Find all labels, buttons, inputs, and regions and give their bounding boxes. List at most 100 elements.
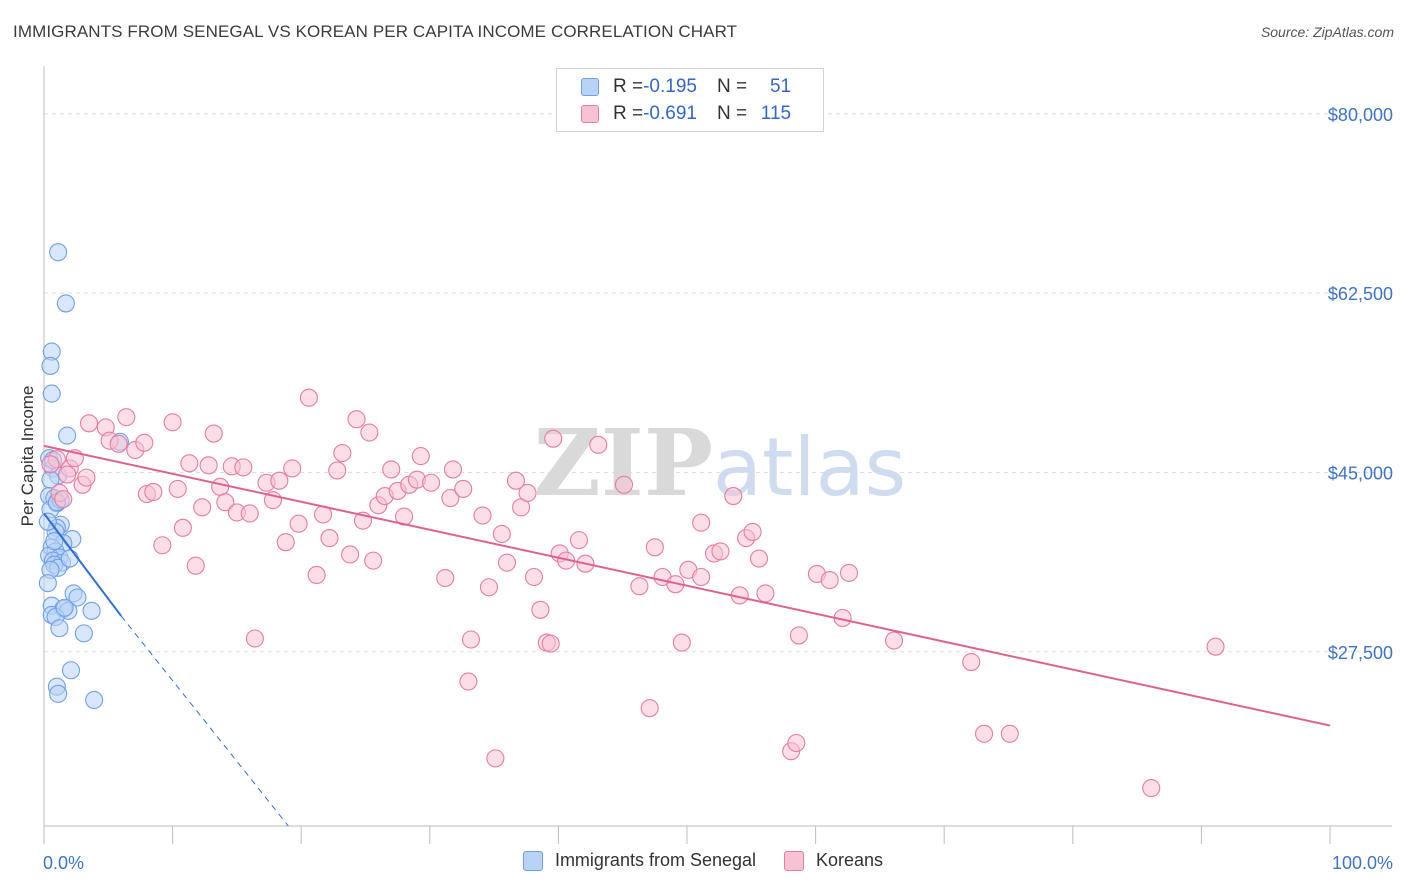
data-point (79, 414, 99, 433)
x-tick-label: 0.0% (43, 853, 84, 873)
data-point (38, 574, 57, 593)
data-point (724, 487, 743, 506)
data-point (283, 459, 302, 478)
data-point (211, 477, 230, 496)
data-point (524, 567, 544, 587)
data-point (382, 460, 401, 479)
data-point (364, 551, 383, 570)
trend-line-koreans (43, 444, 1331, 727)
data-point (77, 468, 96, 487)
data-point (299, 388, 318, 407)
data-point (109, 434, 128, 453)
data-point (320, 529, 339, 548)
data-point (341, 545, 360, 564)
legend-row-senegal: R = -0.195 N = 51 (581, 74, 791, 100)
data-point (180, 454, 199, 473)
data-point (58, 465, 77, 484)
series-name-senegal: Immigrants from Senegal (554, 850, 757, 870)
data-point (544, 429, 563, 448)
data-point (749, 549, 769, 568)
data-point (240, 504, 259, 523)
series-legend-senegal: Immigrants from Senegal (522, 850, 757, 871)
data-point (307, 565, 326, 585)
data-point (199, 456, 218, 475)
data-point (1142, 779, 1161, 798)
data-point (645, 538, 664, 557)
trend-line-senegal-extension (120, 615, 289, 827)
data-point (756, 584, 775, 603)
chart-title: IMMIGRANTS FROM SENEGAL VS KOREAN PER CA… (13, 22, 738, 41)
watermark: ZIPatlas (534, 409, 907, 517)
data-point (422, 473, 441, 492)
data-point (68, 588, 87, 607)
legend-row-koreans: R = -0.691 N = 115 (581, 101, 791, 127)
data-point (411, 447, 430, 466)
data-point (541, 634, 560, 653)
data-point (45, 532, 64, 551)
data-point (55, 598, 74, 617)
data-point (204, 424, 223, 443)
data-point (54, 490, 73, 509)
data-point (486, 749, 505, 768)
data-point (245, 629, 264, 648)
data-point (436, 568, 455, 588)
data-point (692, 567, 711, 587)
data-point (360, 423, 379, 442)
series-swatch-senegal (522, 850, 543, 871)
data-point (50, 619, 69, 638)
data-point (443, 460, 462, 479)
data-point (975, 724, 994, 743)
chart-source: Source: ZipAtlas.com (1260, 24, 1394, 40)
data-point (1206, 637, 1225, 656)
data-point (173, 518, 192, 537)
data-point (531, 600, 550, 619)
data-point (216, 493, 235, 512)
data-point (518, 483, 537, 503)
series-koreans (41, 388, 1225, 798)
data-point (459, 672, 478, 691)
x-tick-label: 100.0% (1332, 853, 1393, 873)
correlation-legend: R = -0.195 N = 51 R = -0.691 N = 115 (556, 68, 824, 132)
data-point (787, 733, 806, 753)
data-point (49, 684, 68, 703)
data-point (49, 243, 68, 262)
legend-r-value: -0.195 (643, 76, 697, 97)
data-point (234, 458, 253, 477)
data-point (789, 626, 808, 645)
data-point (820, 571, 839, 590)
legend-r-value: -0.691 (643, 103, 697, 124)
series-swatch-koreans (784, 850, 805, 871)
data-point (193, 498, 212, 517)
data-point (962, 653, 981, 672)
y-tick-labels: $80,000 $62,500 $45,000 $27,500 (1328, 105, 1393, 663)
data-point (144, 482, 163, 502)
y-tick-label: $45,000 (1328, 463, 1393, 483)
data-point (60, 549, 79, 568)
data-point (497, 553, 517, 572)
data-point (884, 631, 904, 650)
data-point (461, 630, 481, 649)
legend-n-label: N = (716, 76, 748, 97)
legend-r-label: R = (613, 76, 644, 97)
data-point (186, 556, 205, 575)
data-point (347, 410, 366, 429)
data-point (117, 408, 136, 427)
y-tick-label: $62,500 (1328, 284, 1393, 304)
data-point (276, 533, 295, 552)
series-legend-koreans: Koreans (784, 850, 883, 871)
data-point (839, 563, 859, 582)
trend-line-senegal (43, 512, 122, 617)
data-point (135, 433, 154, 452)
legend-n-value: 51 (769, 76, 792, 97)
chart-marks (38, 243, 1225, 798)
data-point (1000, 724, 1019, 743)
data-point (41, 356, 60, 375)
data-point (672, 633, 691, 652)
data-point (441, 489, 460, 508)
data-point (56, 294, 75, 313)
data-point (42, 384, 61, 403)
legend-swatch-koreans (581, 105, 599, 123)
data-point (640, 699, 659, 718)
y-tick-label: $27,500 (1328, 643, 1393, 663)
